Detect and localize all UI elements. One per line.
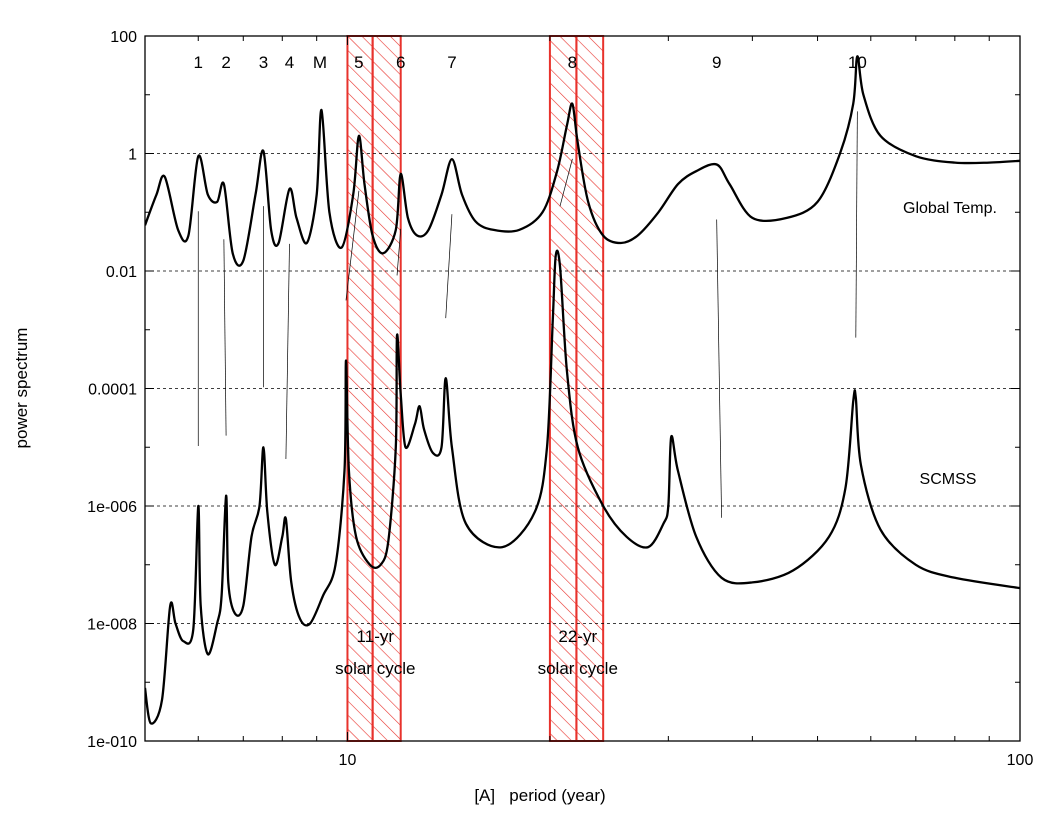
spectrum-curves	[145, 55, 1020, 725]
peak-label-7: 7	[447, 53, 456, 72]
grid-lines	[145, 153, 1020, 624]
peak-label-1: 1	[194, 53, 203, 72]
y-tick-label: 1	[128, 147, 137, 164]
y-tick-label: 1e-006	[87, 499, 137, 516]
y-tick-label: 0.01	[106, 264, 137, 281]
band-annotation-1-line2: solar cycle	[335, 659, 415, 678]
band-annotation-2-line2: solar cycle	[538, 659, 618, 678]
peak-label-m: M	[313, 53, 327, 72]
series-label-scmss: SCMSS	[920, 471, 977, 488]
series-label-global-temp: Global Temp.	[903, 200, 997, 217]
x-tick-label: 10	[339, 752, 357, 769]
axis-ticks	[144, 35, 1021, 742]
scmss-curve	[145, 249, 1020, 725]
x-tick-label: 100	[1007, 752, 1034, 769]
connector-peak-9	[716, 219, 722, 518]
y-tick-label: 1e-008	[87, 617, 137, 634]
peak-label-3: 3	[259, 53, 268, 72]
peak-label-6: 6	[396, 53, 405, 72]
peak-label-4: 4	[285, 53, 294, 72]
band-annotation-2-line1: 22-yr	[558, 627, 597, 646]
connector-peak-4	[285, 243, 290, 460]
connector-peak-2	[223, 239, 227, 436]
y-axis-label: power spectrum	[12, 328, 31, 449]
y-tick-label: 100	[110, 29, 137, 46]
global-temp-curve	[145, 55, 1020, 267]
y-tick-label: 0.0001	[88, 382, 137, 399]
peak-connector-lines	[197, 111, 858, 518]
x-axis-label: [A] period (year)	[474, 786, 605, 805]
peak-label-2: 2	[221, 53, 230, 72]
peak-label-8: 8	[568, 53, 577, 72]
connector-peak-10	[855, 111, 858, 338]
band-annotation-1-line1: 11-yr	[357, 627, 395, 646]
connector-peak-5	[345, 190, 360, 301]
connector-peak-7	[445, 214, 453, 319]
connector-peak-6	[396, 228, 402, 276]
peak-label-9: 9	[712, 53, 721, 72]
connector-peak-8	[559, 158, 573, 207]
peak-label-5: 5	[354, 53, 363, 72]
y-tick-label: 1e-010	[87, 734, 137, 751]
peak-label-10: 10	[848, 53, 867, 72]
